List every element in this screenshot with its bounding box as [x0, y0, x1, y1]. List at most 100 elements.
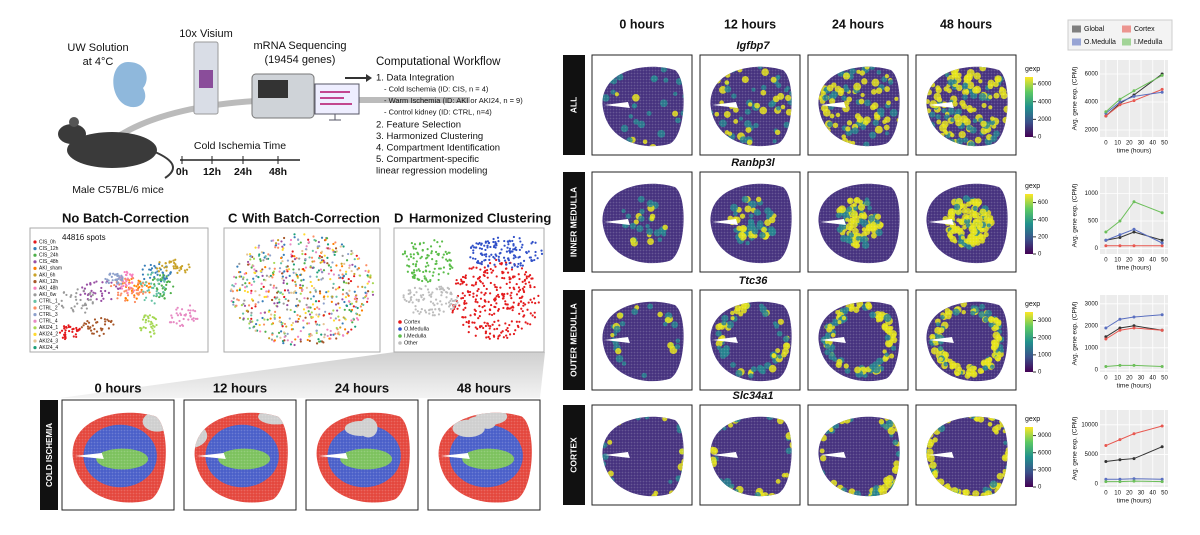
tsne-point — [141, 273, 145, 276]
tsne-point — [347, 294, 350, 297]
tsne-point — [306, 297, 309, 300]
tsne-point — [272, 270, 275, 273]
legend-label: O.Medulla — [404, 326, 430, 332]
tsne-point — [472, 266, 475, 269]
tsne-point — [448, 267, 452, 270]
tsne-point — [331, 286, 335, 289]
x-axis-label: time (hours) — [1117, 498, 1152, 505]
tsne-point — [323, 333, 326, 336]
tsne-point — [172, 259, 175, 262]
timeline-time: 24h — [234, 166, 252, 178]
tsne-point — [71, 330, 74, 333]
tsne-point — [371, 293, 375, 296]
tsne-point — [459, 283, 462, 286]
tsne-point — [305, 286, 308, 289]
tsne-point — [123, 270, 126, 274]
tsne-point — [309, 291, 312, 294]
legend-swatch — [398, 341, 402, 345]
tsne-point — [533, 258, 536, 262]
tsne-point — [329, 316, 332, 320]
tsne-point — [332, 333, 335, 336]
tsne-point — [82, 324, 85, 327]
tsne-point — [125, 280, 128, 283]
tsne-point — [100, 317, 103, 320]
tsne-point — [144, 321, 147, 324]
tsne-point — [289, 308, 292, 312]
tsne-point — [286, 289, 290, 292]
spot-texture — [926, 183, 1008, 264]
tsne-point — [480, 260, 484, 263]
workflow-step: - Cold Ischemia (ID: CIS, n = 4) — [384, 84, 489, 93]
tsne-point — [317, 315, 320, 318]
tsne-point — [341, 322, 344, 325]
hole — [928, 337, 954, 343]
tsne-point — [512, 235, 516, 239]
tsne-point — [445, 296, 448, 299]
tsne-point — [292, 268, 295, 271]
tsne-point — [461, 296, 465, 300]
tsne-point — [483, 299, 487, 303]
tsne-point — [316, 245, 319, 248]
panel-frame — [29, 227, 209, 353]
tsne-point — [257, 246, 260, 249]
tsne-point — [416, 251, 419, 254]
tsne-point — [318, 307, 321, 311]
tsne-point — [75, 292, 78, 295]
tsne-point — [418, 269, 421, 272]
tsne-point — [310, 311, 313, 314]
tsne-point — [484, 292, 487, 295]
tsne-point — [62, 325, 66, 328]
x-tick-label: 20 — [1126, 258, 1133, 264]
tsne-point — [518, 312, 521, 315]
tsne-point — [152, 316, 156, 319]
tsne-point — [153, 277, 156, 280]
colorbar-tick-label: 1000 — [1038, 352, 1052, 358]
tsne-point — [508, 278, 511, 281]
tsne-point — [84, 302, 87, 305]
tsne-point — [493, 298, 496, 301]
x-tick-label: 40 — [1149, 258, 1156, 264]
tsne-point — [442, 266, 446, 269]
tsne-point — [243, 289, 247, 293]
tsne-point — [142, 282, 145, 285]
tsne-point — [350, 249, 353, 253]
tsne-point — [409, 253, 412, 256]
tsne-point — [510, 268, 514, 271]
series-point — [1118, 438, 1122, 442]
tsne-point — [278, 298, 281, 301]
tsne-point — [116, 274, 119, 278]
tsne-point — [286, 265, 289, 268]
tsne-point — [161, 295, 164, 298]
tsne-point — [133, 294, 136, 297]
x-tick-label: 40 — [1149, 491, 1156, 497]
legend-label: CTRL_1 — [39, 299, 58, 305]
tsne-point — [412, 253, 415, 256]
tsne-point — [407, 264, 410, 268]
tsne-point — [438, 285, 441, 289]
tsne-point — [120, 292, 123, 295]
tsne-point — [63, 327, 66, 330]
plot-area — [1100, 60, 1168, 137]
tsne-point — [120, 279, 124, 282]
tsne-point — [312, 235, 315, 238]
tsne-point — [426, 253, 429, 257]
tsne-point — [332, 309, 335, 312]
tsne-point — [497, 293, 500, 296]
tsne-point — [341, 293, 345, 296]
series-point — [1104, 460, 1108, 464]
kidney-icon — [113, 62, 147, 108]
tsne-point — [330, 312, 333, 315]
tsne-point — [290, 291, 293, 294]
tsne-point — [270, 338, 274, 341]
tsne-point — [155, 294, 158, 297]
tsne-point — [270, 298, 274, 302]
tsne-point — [318, 323, 321, 327]
tsne-point — [253, 325, 256, 328]
tsne-point — [412, 245, 415, 248]
tsne-point — [413, 286, 417, 289]
tsne-point — [477, 287, 480, 291]
tsne-point — [469, 256, 472, 259]
tsne-point — [492, 237, 495, 241]
tissue — [602, 416, 684, 497]
tsne-point — [321, 340, 324, 343]
